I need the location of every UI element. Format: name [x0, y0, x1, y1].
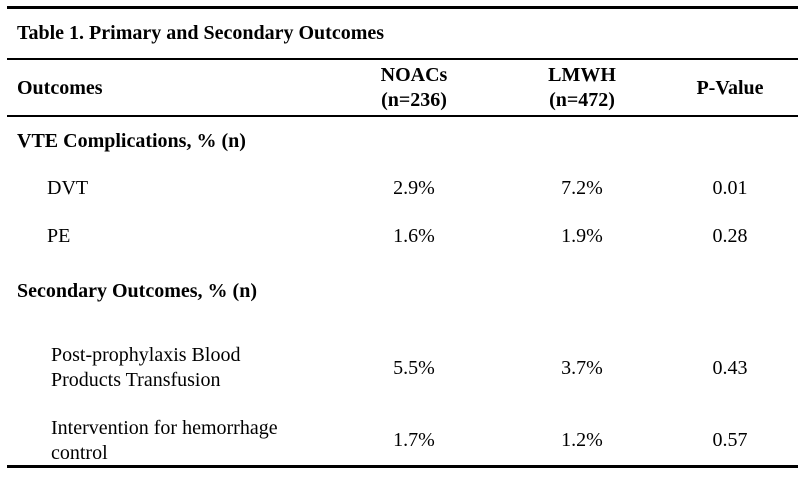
row-label: DVT	[47, 177, 89, 199]
row-label-line: Products Transfusion	[51, 369, 221, 391]
header-noacs-name: NOACs	[380, 64, 448, 86]
header-lmwh: LMWH (n=472)	[532, 63, 632, 113]
header-lmwh-name: LMWH	[548, 64, 616, 86]
header-rule	[7, 115, 798, 117]
row-label: PE	[47, 225, 71, 247]
cell-pvalue: 0.57	[712, 429, 748, 451]
header-pvalue: P-Value	[696, 77, 764, 99]
cell-lmwh: 1.2%	[561, 429, 603, 451]
header-outcomes: Outcomes	[17, 77, 103, 99]
cell-pvalue: 0.01	[712, 177, 748, 199]
bottom-rule	[7, 465, 798, 468]
row-label: Intervention for hemorrhage control	[51, 416, 278, 466]
cell-pvalue: 0.43	[712, 357, 748, 379]
cell-lmwh: 3.7%	[561, 357, 603, 379]
row-label-line: control	[51, 442, 108, 464]
cell-lmwh: 7.2%	[561, 177, 603, 199]
caption-rule	[7, 58, 798, 60]
cell-lmwh: 1.9%	[561, 225, 603, 247]
cell-noacs: 1.7%	[393, 429, 435, 451]
cell-noacs: 2.9%	[393, 177, 435, 199]
row-label-line: Post-prophylaxis Blood	[51, 344, 241, 366]
cell-noacs: 1.6%	[393, 225, 435, 247]
row-label: Post-prophylaxis Blood Products Transfus…	[51, 343, 240, 393]
header-noacs-n: (n=236)	[381, 89, 447, 111]
section-title: Secondary Outcomes, % (n)	[17, 280, 257, 302]
top-rule	[7, 6, 798, 9]
table-caption: Table 1. Primary and Secondary Outcomes	[17, 22, 385, 44]
row-label-line: Intervention for hemorrhage	[51, 417, 278, 439]
section-title: VTE Complications, % (n)	[17, 130, 246, 152]
cell-pvalue: 0.28	[712, 225, 748, 247]
cell-noacs: 5.5%	[393, 357, 435, 379]
header-lmwh-n: (n=472)	[549, 89, 615, 111]
header-noacs: NOACs (n=236)	[364, 63, 464, 113]
